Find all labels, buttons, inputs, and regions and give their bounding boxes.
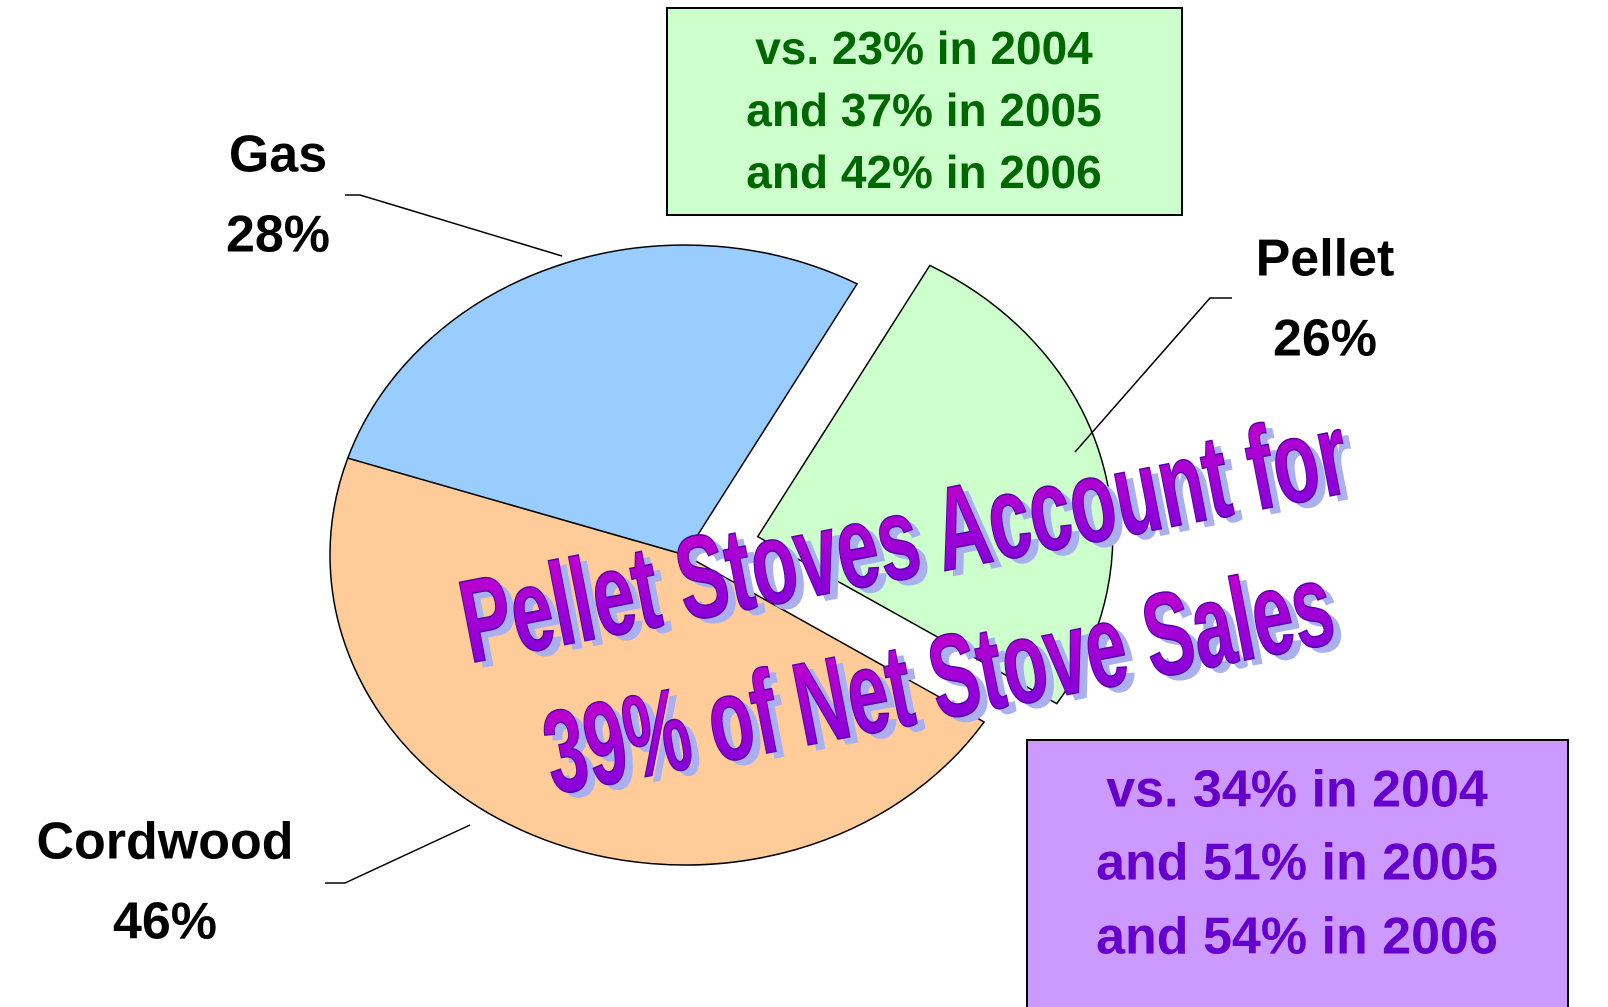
leader-line xyxy=(1074,297,1232,453)
pie-slice xyxy=(346,244,859,556)
slice-label: Gas xyxy=(229,126,327,184)
annotation-text: vs. 23% in 2004 xyxy=(755,22,1093,74)
pie-slice xyxy=(329,457,986,866)
pie-slice xyxy=(756,264,1114,705)
annotation-box xyxy=(666,7,1183,216)
slice-label: Pellet xyxy=(1256,230,1395,288)
annotation-box xyxy=(1026,739,1569,1007)
leader-line xyxy=(345,194,563,257)
annotation-text: and 51% in 2005 xyxy=(1096,834,1498,892)
slice-label: Cordwood xyxy=(36,813,293,871)
annotation-text: and 42% in 2006 xyxy=(746,146,1101,198)
annotation-text: and 37% in 2005 xyxy=(746,84,1101,136)
annotation-text: vs. 34% in 2004 xyxy=(1106,761,1488,819)
slice-value-label: 46% xyxy=(113,893,217,951)
annotation-text: and 54% in 2006 xyxy=(1096,908,1498,966)
slice-value-label: 28% xyxy=(226,206,330,264)
leader-line xyxy=(325,824,471,884)
slice-value-label: 26% xyxy=(1273,310,1377,368)
